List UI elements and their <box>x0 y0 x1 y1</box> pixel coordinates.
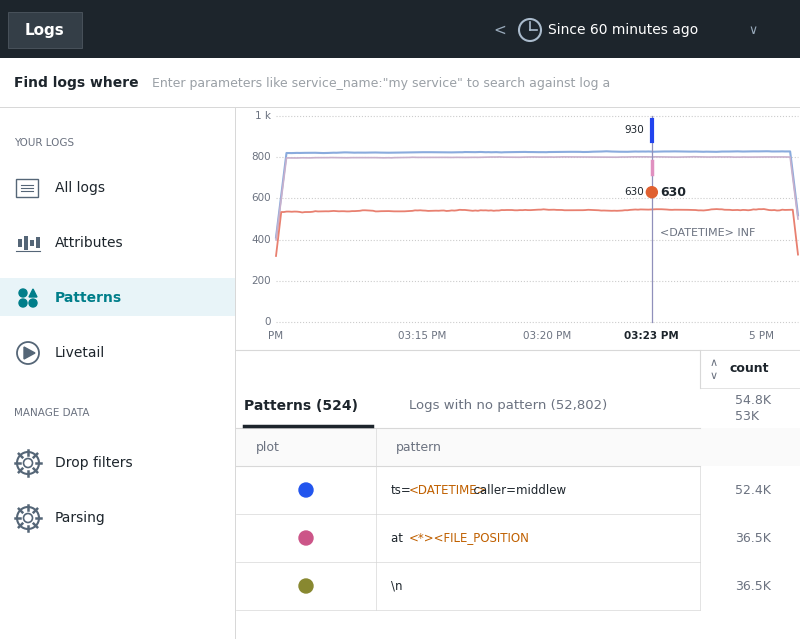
Text: 52.4K: 52.4K <box>735 484 771 497</box>
Bar <box>0 0 800 58</box>
Bar <box>36 237 40 248</box>
Bar <box>0 58 800 108</box>
Text: Logs with no pattern (52,802): Logs with no pattern (52,802) <box>409 399 607 413</box>
Text: 600: 600 <box>251 194 271 203</box>
Text: <DATETIME>: <DATETIME> <box>408 484 487 497</box>
Circle shape <box>29 299 37 307</box>
Text: PM: PM <box>269 331 283 341</box>
Text: 36.5K: 36.5K <box>735 532 771 544</box>
Text: 400: 400 <box>251 235 271 245</box>
Bar <box>0 107 800 108</box>
Bar <box>236 108 800 350</box>
Text: YOUR LOGS: YOUR LOGS <box>14 138 74 148</box>
Text: 630: 630 <box>660 186 686 199</box>
Text: \n: \n <box>391 580 402 592</box>
Text: ts=: ts= <box>391 484 412 497</box>
Circle shape <box>19 299 27 307</box>
Bar <box>8 12 82 48</box>
Bar <box>0 278 235 316</box>
Text: ∨: ∨ <box>710 371 718 381</box>
Circle shape <box>299 579 313 593</box>
Text: ∧: ∧ <box>710 358 718 368</box>
Text: 03:23 PM: 03:23 PM <box>625 331 679 341</box>
Circle shape <box>299 531 313 545</box>
Text: <*><FILE_POSITION: <*><FILE_POSITION <box>408 532 530 544</box>
Text: 5 PM: 5 PM <box>749 331 774 341</box>
Bar <box>16 179 38 197</box>
Polygon shape <box>29 289 37 297</box>
Bar <box>235 108 236 639</box>
Text: 0: 0 <box>265 317 271 327</box>
Text: count: count <box>730 362 770 376</box>
Polygon shape <box>24 347 35 359</box>
Text: at: at <box>391 532 406 544</box>
Text: Parsing: Parsing <box>55 511 106 525</box>
Text: 03:15 PM: 03:15 PM <box>398 331 446 341</box>
Text: ∨: ∨ <box>748 24 757 36</box>
Circle shape <box>299 483 313 497</box>
Text: 800: 800 <box>251 152 271 162</box>
Text: Find logs where: Find logs where <box>14 76 138 90</box>
Text: Livetail: Livetail <box>55 346 106 360</box>
Bar <box>30 240 34 246</box>
Text: 54.8K: 54.8K <box>735 394 771 406</box>
Text: All logs: All logs <box>55 181 105 195</box>
Text: plot: plot <box>256 440 280 454</box>
Text: Patterns (524): Patterns (524) <box>244 399 358 413</box>
Text: 200: 200 <box>251 276 271 286</box>
Text: Patterns: Patterns <box>55 291 122 305</box>
Text: 1 k: 1 k <box>255 111 271 121</box>
Text: 36.5K: 36.5K <box>735 580 771 592</box>
Text: caller=middlew: caller=middlew <box>466 484 566 497</box>
Text: Enter parameters like service_name:"my service" to search against log a: Enter parameters like service_name:"my s… <box>152 77 610 89</box>
Text: Attributes: Attributes <box>55 236 124 250</box>
Bar <box>700 350 800 388</box>
Text: 630: 630 <box>624 187 644 197</box>
Bar <box>236 428 800 466</box>
Text: Since 60 minutes ago: Since 60 minutes ago <box>548 23 698 37</box>
Bar <box>0 108 235 639</box>
Bar <box>236 350 800 639</box>
Text: Logs: Logs <box>25 22 65 38</box>
Text: <: < <box>494 22 506 38</box>
Text: MANAGE DATA: MANAGE DATA <box>14 408 90 418</box>
Circle shape <box>19 289 27 297</box>
Text: Drop filters: Drop filters <box>55 456 133 470</box>
Circle shape <box>646 187 658 197</box>
Text: 53K: 53K <box>735 410 759 423</box>
Bar <box>24 236 28 250</box>
Text: 930: 930 <box>624 125 644 135</box>
Text: pattern: pattern <box>396 440 442 454</box>
Text: <DATETIME> INF: <DATETIME> INF <box>660 228 755 238</box>
Text: 03:20 PM: 03:20 PM <box>523 331 571 341</box>
Bar <box>18 239 22 247</box>
